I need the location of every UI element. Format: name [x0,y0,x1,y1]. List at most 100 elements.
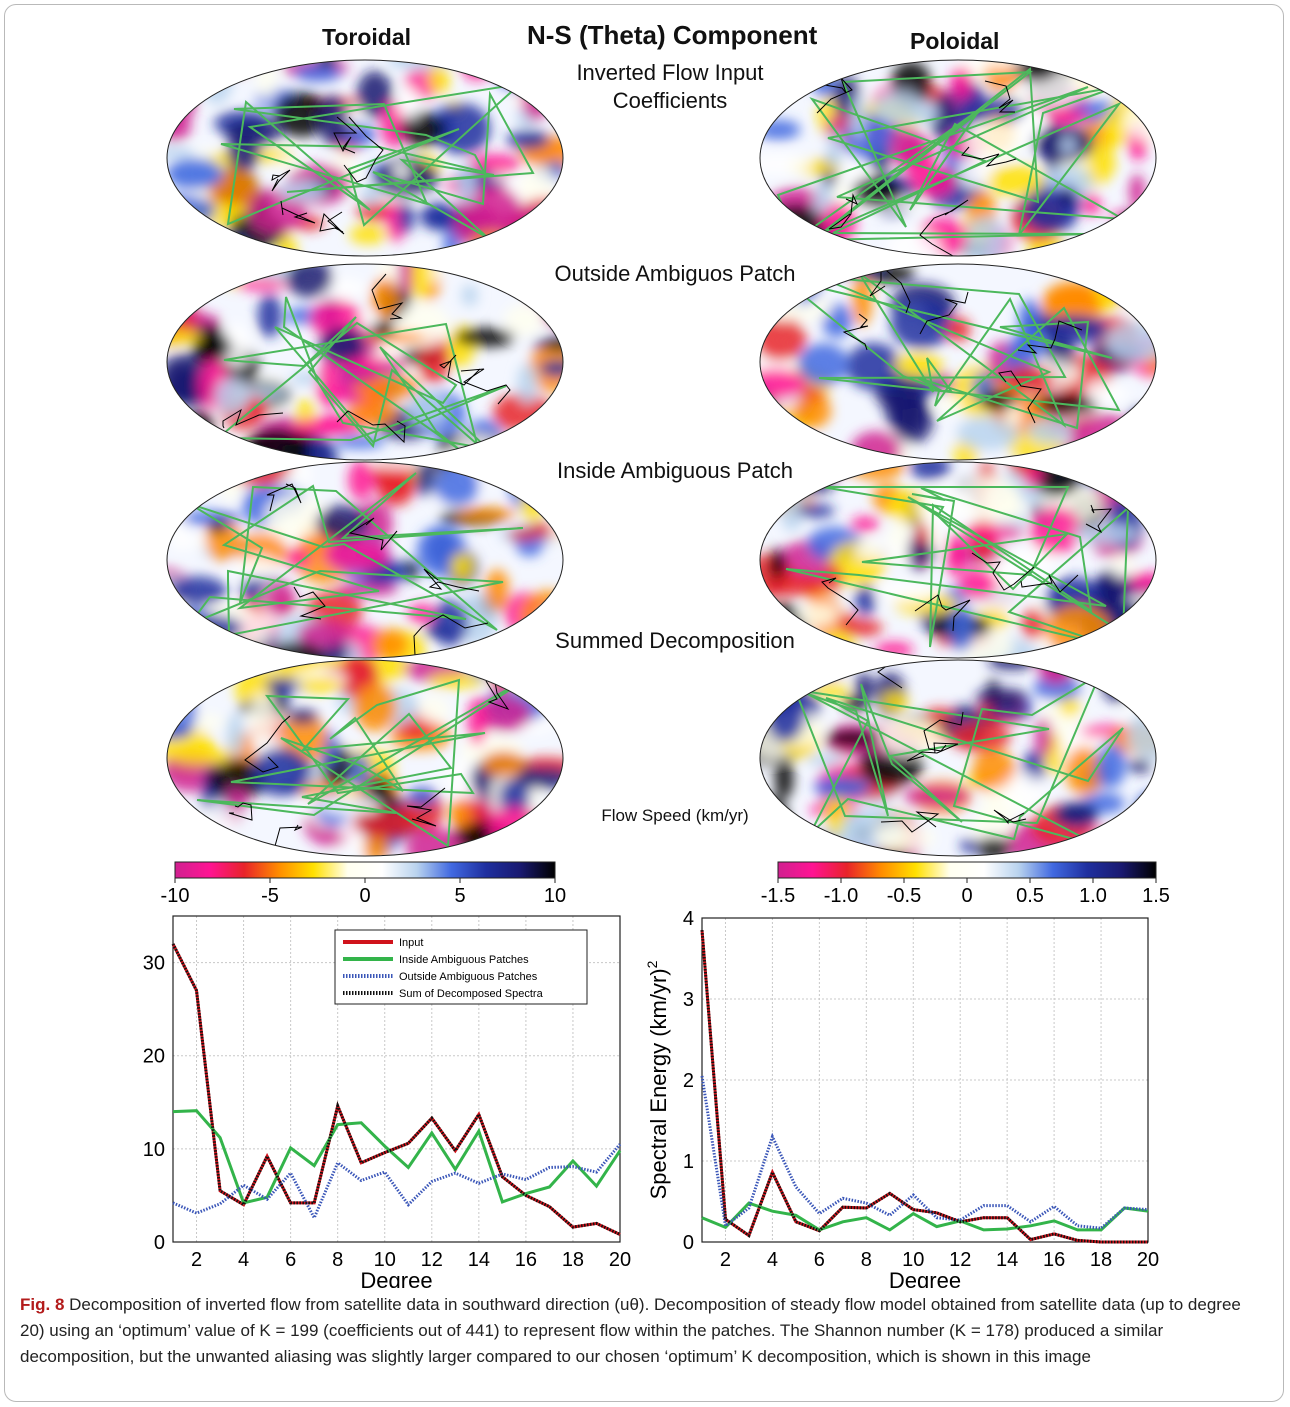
series-line-3 [700,1075,1149,1230]
map-field-blob [917,485,975,527]
map-field-blob [903,786,970,807]
patch-boundary-line [230,694,486,795]
map-field-blob [450,552,473,581]
patch-boundary-line [796,683,1050,823]
map-field-blob [456,163,478,205]
map-field-blob [795,602,839,627]
map-field-blob [416,695,450,724]
coastline [250,824,303,856]
map-field-blob [1119,211,1139,256]
legend-label: Input [399,937,423,949]
series-line-4 [171,943,621,1236]
coastline [336,410,406,444]
map-field-blob [946,533,966,578]
map-field-blob [511,441,545,460]
map-field-blob [299,676,343,693]
map-field-blob [1046,109,1090,125]
map-field-blob [226,712,245,756]
patch-boundary-line [282,296,492,451]
map-field-blob [499,779,530,817]
coastline [1085,504,1113,534]
legend-label: Sum of Decomposed Spectra [399,988,544,1000]
colorbar-tick-label: 5 [454,885,465,907]
map-field-blob [223,264,244,288]
coastline [423,568,480,592]
map-field-blob [765,275,801,323]
map-field-blob [481,750,527,778]
map-field-blob [167,146,195,160]
map-outline [166,59,564,257]
patch-boundary-line [809,70,1096,242]
x-tick-label: 20 [609,1249,631,1271]
coastline [343,116,384,183]
map-field-blob [168,745,231,765]
x-tick-label: 6 [285,1249,296,1271]
map-field-blob [363,832,390,856]
map-field-blob [809,660,842,679]
map-field-blob [760,796,789,848]
y-tick-label: 4 [683,908,694,930]
map-field-blob [1082,835,1129,856]
map-outline [759,461,1157,659]
map-field-blob [539,360,563,377]
map-field-blob [774,757,794,800]
map-field-blob [806,754,844,767]
coastline [984,80,1015,113]
map-field-blob [224,788,249,812]
map-field-blob [933,396,963,412]
colorbar-gradient [777,861,1157,879]
map-field-blob [518,660,554,701]
map-field-blob [524,672,552,691]
coastline [319,211,345,235]
map-field-blob [777,429,807,456]
map-field-blob [949,67,974,100]
x-tick-label: 8 [861,1249,872,1271]
map-field-blob [760,434,779,448]
map-field-blob [1095,742,1127,788]
patch-boundary-line [858,272,1067,429]
row-label-outside: Outside Ambiguos Patch [554,261,796,286]
y-tick-label: 20 [143,1046,165,1068]
y-tick-label: 0 [683,1232,694,1254]
y-tick-label: 0 [154,1232,165,1254]
map-field-blob [209,521,227,534]
series-line-3 [172,1143,622,1222]
y-tick-label: 30 [143,953,165,975]
x-tick-label: 18 [1090,1249,1112,1271]
coastline [271,169,291,192]
map-field-blob [1110,552,1134,579]
map-field-blob [496,439,518,460]
patch-boundary-line [776,86,1124,241]
map-field-blob [514,462,563,497]
figure-title: N-S (Theta) Component [527,20,818,50]
toroidal-spectrum-chart: 2 4 6 8 10 12 14 16 18 20 0 10 20 30 Degree Input Inside… [143,915,631,1288]
x-tick-label: 4 [767,1249,778,1271]
map-field-blob [761,264,822,307]
coastline [228,802,253,821]
row-label-summed: Summed Decomposition [555,628,795,653]
map-field-blob [167,158,224,190]
colorbar-tick-label: 0 [961,885,972,907]
colorbar-tick-label: -1.0 [824,885,858,907]
patch-boundary-line [223,316,479,449]
x-tick-label: 8 [332,1249,343,1271]
series-line-1 [700,929,1148,1244]
map-outline [759,659,1157,857]
map-field-blob [274,92,330,137]
map-field-blob [801,462,853,476]
map-field-blob [507,528,542,541]
map-field-blob [480,236,524,256]
x-tick-label: 10 [902,1249,924,1271]
map-field-blob [353,807,418,838]
x-tick-label: 14 [996,1249,1018,1271]
colorbar-title: Flow Speed (km/yr) [601,806,749,825]
coastline [333,116,358,154]
x-tick-label: 16 [515,1249,537,1271]
map-field-blob [205,235,249,256]
map-field-blob [247,694,279,743]
coastline [371,273,404,320]
coastline [993,809,1027,825]
coastline [998,370,1042,424]
coastline [1017,320,1083,354]
map-toroidal-inside [166,461,564,659]
